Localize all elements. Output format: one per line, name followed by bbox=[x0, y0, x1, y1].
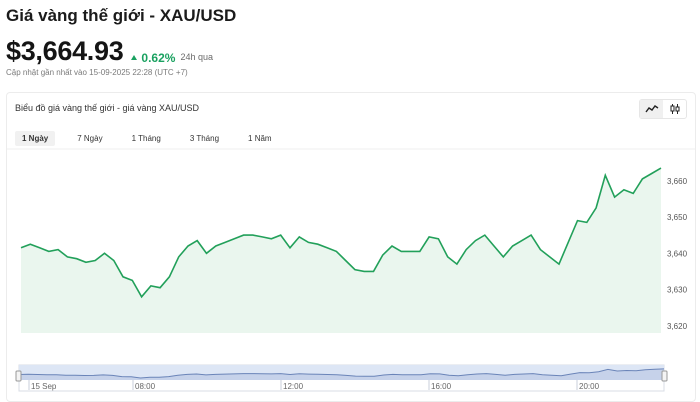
y-tick-label: 3,630 bbox=[667, 286, 688, 295]
price-row: $3,664.93 0.62% 24h qua bbox=[6, 36, 213, 67]
navigator-time-label: 15 Sep bbox=[31, 382, 57, 391]
price-area-fill bbox=[21, 168, 661, 333]
y-tick-label: 3,660 bbox=[667, 177, 688, 186]
page-title: Giá vàng thế giới - XAU/USD bbox=[6, 6, 237, 25]
navigator-labels: 15 Sep 08:00 12:00 16:00 20:00 bbox=[28, 380, 600, 391]
tab-7-days[interactable]: 7 Ngày bbox=[77, 134, 103, 143]
chart-card: Biểu đồ giá vàng thế giới - giá vàng XAU… bbox=[6, 92, 696, 402]
tab-1-day[interactable]: 1 Ngày bbox=[15, 131, 56, 146]
current-price: $3,664.93 bbox=[6, 36, 124, 66]
line-chart-icon bbox=[644, 105, 658, 113]
y-axis: 3,620 3,630 3,640 3,650 3,660 bbox=[667, 177, 688, 331]
tab-3-months[interactable]: 3 Tháng bbox=[189, 134, 220, 143]
navigator-time-label: 16:00 bbox=[431, 382, 452, 391]
tab-1-year[interactable]: 1 Năm bbox=[248, 134, 272, 143]
price-chart: 3,620 3,630 3,640 3,650 3,660 15 Sep 08:00 12:… bbox=[7, 148, 695, 392]
navigator-area bbox=[19, 368, 664, 380]
change-percent: 0.62% bbox=[141, 50, 176, 65]
y-tick-label: 3,650 bbox=[667, 213, 688, 222]
candlestick-button[interactable] bbox=[663, 100, 686, 118]
navigator-time-label: 08:00 bbox=[135, 382, 156, 391]
time-range-tabs: 1 Ngày 7 Ngày 1 Tháng 3 Tháng 1 Năm bbox=[15, 131, 294, 146]
price-change: 0.62% bbox=[131, 51, 175, 65]
y-tick-label: 3,620 bbox=[667, 322, 688, 331]
navigator-time-label: 12:00 bbox=[283, 382, 304, 391]
navigator[interactable]: 15 Sep 08:00 12:00 16:00 20:00 bbox=[15, 364, 668, 392]
change-period: 24h qua bbox=[180, 52, 213, 62]
chart-title: Biểu đồ giá vàng thế giới - giá vàng XAU… bbox=[15, 103, 200, 113]
price-series-line bbox=[20, 167, 662, 299]
chart-mode-toggle bbox=[639, 99, 687, 119]
y-tick-label: 3,640 bbox=[667, 249, 688, 258]
candlestick-icon bbox=[670, 104, 679, 114]
navigator-left-handle[interactable] bbox=[15, 370, 22, 382]
up-arrow-icon bbox=[131, 55, 138, 60]
navigator-time-label: 20:00 bbox=[579, 382, 600, 391]
tab-1-month[interactable]: 1 Tháng bbox=[131, 134, 161, 143]
line-chart-button[interactable] bbox=[640, 100, 663, 118]
navigator-line bbox=[18, 368, 665, 379]
last-updated: Cập nhật gần nhất vào 15-09-2025 22:28 (… bbox=[6, 68, 188, 77]
navigator-right-handle[interactable] bbox=[661, 370, 668, 382]
